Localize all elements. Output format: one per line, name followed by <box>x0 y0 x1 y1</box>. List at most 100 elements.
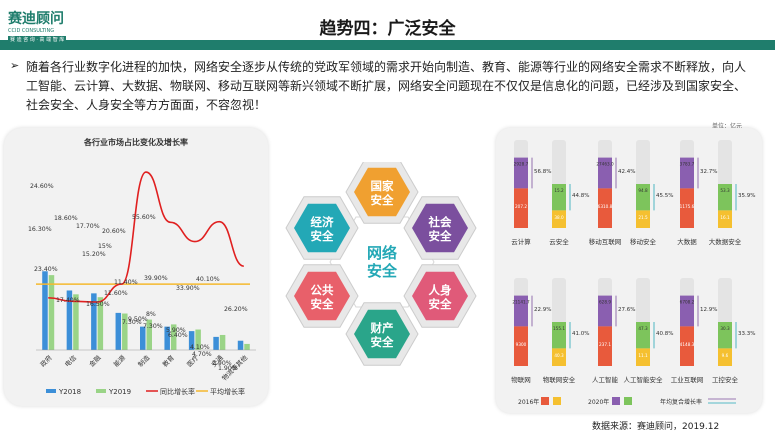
bar-y2019 <box>195 329 201 350</box>
hexagon-fill <box>354 309 410 359</box>
cagr-label: 12.9% <box>700 307 717 313</box>
legend-label-cagr: 年均复合增长率 <box>660 398 702 406</box>
x-tick-label: 政府 <box>38 353 54 369</box>
hexagon-label: 财产 <box>370 321 394 335</box>
data-label: 7.30% <box>122 319 142 326</box>
legend-swatch-2016-b <box>553 397 561 405</box>
data-label: 11.60% <box>104 290 128 297</box>
data-label: 11.40% <box>114 279 138 286</box>
bar-2016 <box>552 348 566 366</box>
bar-y2019 <box>170 324 177 350</box>
value-2016: 207.2 <box>515 204 527 209</box>
bar-2020 <box>552 184 566 211</box>
bar-2020 <box>598 295 612 327</box>
data-label: 8% <box>146 311 156 318</box>
data-label: 15% <box>98 243 112 250</box>
category-label: 移动互联网 <box>589 237 622 246</box>
data-label: 33.90% <box>176 285 200 292</box>
data-label: 9.50% <box>128 316 148 323</box>
bar-2020 <box>680 295 694 327</box>
value-2020: 30.3 <box>720 326 730 331</box>
value-2020: 94.8 <box>638 188 648 193</box>
company-logo: 赛迪顾问 CCID CONSULTING 赛 迪 咨 询 · 高 端 智 库 <box>8 6 126 46</box>
value-2016: 16.1 <box>720 215 730 220</box>
data-label: 23.40% <box>34 266 58 273</box>
bar-y2018 <box>140 326 146 350</box>
bar-2016 <box>514 188 528 228</box>
data-label: 24.60% <box>30 183 54 190</box>
category-label: 物联网 <box>511 375 531 384</box>
bar-y2019 <box>219 334 226 350</box>
data-label: 5.90% <box>166 327 186 334</box>
cagr-label: 32.7% <box>700 169 717 175</box>
cagr-label: 33.3% <box>738 331 755 337</box>
bar-y2019 <box>73 294 79 350</box>
data-label: 1.90% <box>218 365 238 372</box>
hexagon-label: 经济 <box>311 215 334 229</box>
data-label: 17.70% <box>76 223 100 230</box>
hexagon-fill <box>412 271 468 321</box>
category-label: 大数据安全 <box>709 237 742 246</box>
category-label: 工控安全 <box>712 375 739 384</box>
center-label: 安全 <box>367 262 398 280</box>
hexagon-label: 公共 <box>311 283 334 297</box>
legend-swatch-2016-a <box>541 397 549 405</box>
industry-share-svg: 政府 电信 金融 能源 制造 教育 医疗 交通物流等其他24.60%23.40%18.60%1… <box>28 171 256 396</box>
legend-label-y2019: Y2019 <box>108 388 131 396</box>
value-2020: 155.1 <box>553 326 565 331</box>
legend-label-growth: 同比增长率 <box>160 387 195 396</box>
bar-2020 <box>514 157 528 189</box>
cagr-label: 35.9% <box>738 193 755 199</box>
x-tick-label: 金融 <box>87 353 103 369</box>
hexagon-label: 安全 <box>371 335 394 349</box>
value-2020: 27463.0 <box>596 162 614 167</box>
body-paragraph: 随着各行业数字化进程的加快，网络安全逐步从传统的党政军领域的需求开始向制造、教育… <box>26 60 747 112</box>
hexagon-label: 安全 <box>311 229 334 243</box>
bar-2016 <box>514 326 528 366</box>
data-source: 数据来源：赛迪顾问，2019.12 <box>592 422 720 432</box>
bar-2020 <box>552 322 566 349</box>
hexagon-fill <box>412 203 468 253</box>
category-label: 云安全 <box>549 237 569 246</box>
cagr-label: 22.9% <box>534 307 551 313</box>
page-title: 趋势四：广泛安全 <box>319 19 456 39</box>
bar-y2019 <box>48 275 55 350</box>
hexagon-fill <box>354 167 410 217</box>
hexagon-label: 安全 <box>311 297 334 311</box>
data-label: 26.20% <box>224 306 248 313</box>
value-2020: 15.2 <box>554 188 564 193</box>
value-2016: 9.6 <box>722 353 729 358</box>
legend-label-average: 平均增长率 <box>210 387 245 396</box>
bar-2020 <box>718 322 732 349</box>
data-label: 18.60% <box>54 215 78 222</box>
bar-2020 <box>718 184 732 211</box>
hexagon-label: 安全 <box>371 193 394 207</box>
bar-2020 <box>636 322 650 349</box>
bar-y2019 <box>244 343 250 350</box>
logo-name: 赛迪顾问 <box>8 11 64 27</box>
bar-y2018 <box>213 336 219 350</box>
hexagon-label: 人身 <box>429 283 452 297</box>
value-2016: 38.0 <box>554 215 564 220</box>
category-label: 大数据 <box>677 237 697 246</box>
industry-share-chart: 各行业市场占比变化及增长率 政府 电信 金融 能源 制造 教育 医疗 交通 物流等其他 24.60… <box>4 128 268 406</box>
data-label: 15.20% <box>82 251 106 258</box>
hexagon-label: 国家 <box>371 179 394 193</box>
bar-2020 <box>636 184 650 211</box>
hexagon-fill <box>294 203 350 253</box>
data-label: 7.30% <box>143 323 163 330</box>
legend-label-2016: 2016年 <box>518 398 539 406</box>
unit-label: 单位：亿元 <box>712 123 743 130</box>
value-2016: 237.1 <box>599 342 611 347</box>
legend-label-2020: 2020年 <box>588 398 609 406</box>
bar-2016 <box>552 210 566 228</box>
data-label: 4.70% <box>192 351 212 358</box>
value-2020: 53.3 <box>720 188 730 193</box>
bar-y2018 <box>91 293 97 350</box>
legend-swatch-2020-b <box>624 397 632 405</box>
hexagon-fill <box>294 271 350 321</box>
category-label: 移动安全 <box>630 237 657 246</box>
value-2016: 6310.8 <box>598 204 613 209</box>
hexagon-label: 安全 <box>429 297 452 311</box>
bar-2016 <box>718 210 732 228</box>
